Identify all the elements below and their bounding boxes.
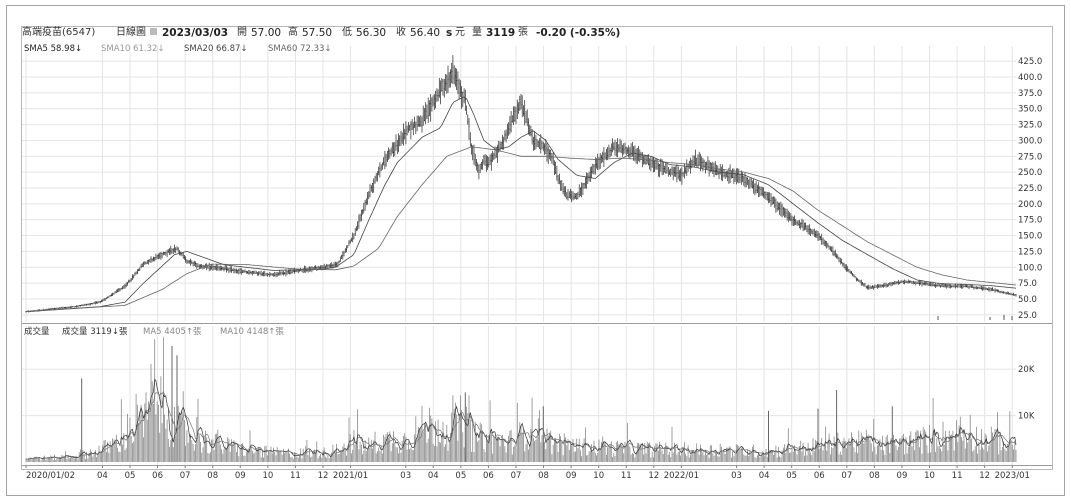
volume-spike-series [81, 345, 893, 462]
x-tick-label: 06 [814, 471, 825, 481]
candlestick-series [25, 55, 1017, 313]
price-moving-averages [25, 96, 1017, 313]
y-tick-label: 425.0 [1018, 57, 1042, 67]
volume-legend-item: 成交量 [24, 326, 50, 337]
ma-legend-item: SMA5 58.98↓ [24, 44, 82, 54]
y-tick-label: 325.0 [1018, 121, 1042, 131]
y-tick-label: 150.0 [1018, 232, 1042, 242]
y-tick-label: 75.0 [1018, 279, 1037, 289]
x-tick-label: 11 [621, 471, 632, 481]
volume-value: 3119 [486, 27, 515, 39]
x-tick-label: 07 [841, 471, 852, 481]
x-tick-label: 09 [235, 471, 246, 481]
x-tick-label: 03 [400, 471, 411, 481]
x-tick-label: 06 [152, 471, 163, 481]
low-label: 低 [342, 25, 352, 38]
x-tick-label: 03 [731, 471, 742, 481]
currency-label: 元 [455, 27, 465, 38]
x-tick-label: 05 [125, 471, 136, 481]
x-tick-label: 12 [648, 471, 659, 481]
chart-panel [21, 26, 1053, 470]
volume-legend-item: MA5 4405↑張 [143, 327, 202, 337]
close-value: 56.40 [410, 27, 440, 39]
x-tick-label: 05 [786, 471, 797, 481]
volume-bar-series [25, 337, 1017, 462]
change-value: -0.20 (-0.35%) [536, 27, 620, 39]
volume-legend-item: MA10 4148↑張 [220, 327, 284, 337]
x-tick-label: 2023/01 [995, 471, 1030, 481]
x-tick-label: 05 [455, 471, 466, 481]
volume-unit: 張 [518, 26, 528, 38]
y-tick-label: 25.0 [1018, 311, 1037, 321]
volume-label: 量 [472, 26, 482, 38]
x-tick-label: 11 [952, 471, 963, 481]
price-mini-volume [937, 315, 1013, 320]
volume-y-tick-label: 10K [1018, 412, 1035, 422]
x-tick-label: 11 [290, 471, 301, 481]
x-tick-label: 07 [511, 471, 522, 481]
x-tick-label: 10 [593, 471, 604, 481]
x-tick-label: 07 [180, 471, 191, 481]
y-tick-label: 350.0 [1018, 105, 1042, 115]
y-tick-label: 300.0 [1018, 136, 1042, 146]
price-grid [22, 46, 1016, 322]
x-tick-label: 2021/01 [333, 471, 368, 481]
y-tick-label: 400.0 [1018, 73, 1042, 83]
x-axis: 2020/01/02 04 05 06 07 08 09 10 11 12 2021/01 03 04 0… [22, 465, 1052, 481]
volume-ma5-line [25, 378, 1017, 460]
x-tick-label: 08 [869, 471, 880, 481]
sma20-line [25, 96, 1017, 313]
ma-legend-item: SMA10 61.32↓ [101, 44, 165, 54]
volume-y-tick-label: 20K [1018, 365, 1035, 375]
price-y-axis: 425.0 400.0 375.0 350.0 325.0 300.0 275.0 250.0… [1018, 57, 1042, 321]
currency-s-icon: s [446, 27, 452, 39]
price-candles [25, 55, 1017, 313]
x-tick-label: 04 [428, 471, 439, 481]
close-label: 收 [396, 25, 406, 38]
x-tick-label: 09 [897, 471, 908, 481]
header: 高端疫苗(6547) 日線圖 2023/03/03 開 57.00 高 57.5… [22, 25, 620, 39]
date-value: 2023/03/03 [162, 27, 228, 39]
volume-y-axis: 20K 10K [1018, 365, 1035, 421]
y-tick-label: 375.0 [1018, 89, 1042, 99]
x-tick-label: 12 [979, 471, 990, 481]
x-tick-label: 10 [262, 471, 273, 481]
x-tick-label: 04 [759, 471, 770, 481]
y-tick-label: 175.0 [1018, 216, 1042, 226]
volume-moving-averages [25, 378, 1017, 460]
sma60-line [25, 146, 1017, 313]
x-tick-label: 2022/01 [664, 471, 699, 481]
volume-legend-item: 成交量 3119↓張 [62, 326, 128, 337]
volume-bars [25, 337, 1017, 462]
high-value: 57.50 [302, 27, 332, 39]
period-label: 日線圖 [116, 25, 146, 38]
x-tick-label: 06 [483, 471, 494, 481]
open-label: 開 [237, 26, 247, 38]
x-tick-label: 04 [97, 471, 108, 481]
x-tick-label: 2020/01/02 [26, 471, 75, 481]
y-tick-label: 225.0 [1018, 184, 1042, 194]
open-value: 57.00 [251, 27, 281, 39]
ma-legend-item: SMA20 66.87↓ [184, 44, 248, 54]
low-value: 56.30 [356, 27, 386, 39]
x-tick-label: 10 [924, 471, 935, 481]
y-tick-label: 200.0 [1018, 200, 1042, 210]
ma-legend: SMA5 58.98↓ SMA10 61.32↓ SMA20 66.87↓ SMA60… [24, 44, 332, 54]
volume-ma10-line [25, 390, 1017, 460]
y-tick-label: 275.0 [1018, 152, 1042, 162]
high-label: 高 [288, 25, 298, 38]
y-tick-label: 50.0 [1018, 295, 1037, 305]
stock-name: 高端疫苗(6547) [22, 25, 95, 38]
x-tick-label: 09 [566, 471, 577, 481]
x-tick-label: 08 [538, 471, 549, 481]
period-square-icon [150, 28, 157, 35]
y-tick-label: 100.0 [1018, 263, 1042, 273]
x-tick-label: 12 [318, 471, 329, 481]
volume-legend: 成交量 成交量 3119↓張 MA5 4405↑張 MA10 4148↑張 [24, 326, 284, 337]
x-tick-label: 08 [207, 471, 218, 481]
ma-legend-item: SMA60 72.33↓ [268, 44, 332, 54]
y-tick-label: 125.0 [1018, 247, 1042, 257]
y-tick-label: 250.0 [1018, 168, 1042, 178]
